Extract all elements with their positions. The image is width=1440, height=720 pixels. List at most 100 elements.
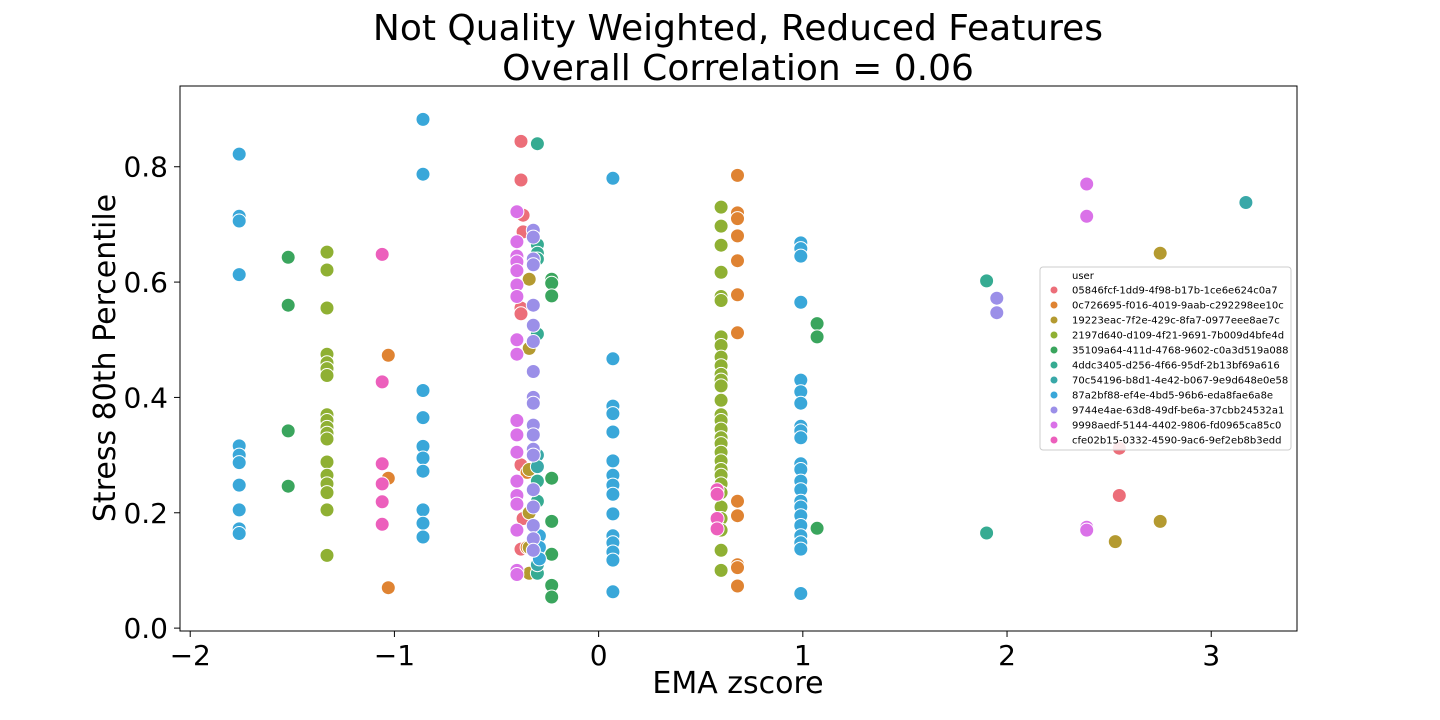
- points-layer: [231, 111, 1254, 605]
- data-point: [525, 482, 541, 498]
- data-point: [374, 494, 390, 510]
- data-point: [231, 213, 247, 229]
- legend-marker: [1050, 361, 1058, 369]
- data-point: [231, 455, 247, 471]
- data-point: [231, 526, 247, 541]
- data-point: [319, 368, 335, 383]
- data-point: [989, 290, 1005, 306]
- data-point: [525, 395, 541, 411]
- legend-item: 2197d640-d109-4f21-9691-7b009d4bfe4d: [1050, 331, 1284, 342]
- legend: user 05846fcf-1dd9-4f98-b17b-1ce6e624c0a…: [1039, 266, 1292, 451]
- data-point: [509, 413, 525, 428]
- x-tick-label: −2: [170, 639, 211, 672]
- data-point: [415, 166, 431, 182]
- data-point: [713, 293, 729, 308]
- y-tick-label: 0.2: [123, 497, 168, 530]
- data-point: [525, 257, 541, 273]
- y-tick-label: 0.0: [123, 612, 168, 645]
- legend-marker: [1050, 316, 1058, 324]
- data-point: [509, 567, 525, 582]
- data-point: [709, 521, 725, 537]
- data-point: [374, 456, 390, 472]
- data-point: [713, 237, 729, 253]
- y-tick-label: 0.6: [123, 266, 168, 299]
- legend-label: 35109a64-411d-4768-9602-c0a3d519a088: [1072, 346, 1288, 357]
- data-point: [525, 334, 541, 349]
- data-point: [380, 347, 396, 363]
- data-point: [415, 502, 431, 518]
- x-tick-label: 2: [998, 639, 1016, 672]
- x-tick-label: 1: [794, 639, 812, 672]
- legend-label: 05846fcf-1dd9-4f98-b17b-1ce6e624c0a7: [1072, 286, 1278, 297]
- data-point: [374, 374, 390, 390]
- data-point: [605, 552, 621, 568]
- data-point: [544, 288, 560, 304]
- data-point: [513, 306, 529, 322]
- data-point: [1079, 208, 1095, 224]
- data-point: [1111, 488, 1127, 503]
- chart-subtitle: Overall Correlation = 0.06: [502, 48, 974, 89]
- data-point: [525, 229, 541, 245]
- data-point: [319, 244, 335, 260]
- legend-item: 35109a64-411d-4768-9602-c0a3d519a088: [1050, 346, 1288, 357]
- data-point: [730, 287, 745, 303]
- legend-label: 0c726695-f016-4019-9aab-c292298ee10c: [1072, 301, 1284, 312]
- data-point: [793, 541, 809, 557]
- legend-item: 87a2bf88-ef4e-4bd5-96b6-eda8fae6a8e: [1050, 391, 1273, 402]
- legend-item: 9744e4ae-63d8-49df-be6a-37cbb24532a1: [1050, 406, 1284, 417]
- legend-title: user: [1072, 271, 1095, 282]
- x-tick-label: −1: [374, 639, 415, 672]
- data-point: [319, 485, 335, 501]
- data-point: [544, 589, 560, 605]
- data-point: [793, 430, 809, 446]
- data-point: [525, 317, 541, 333]
- series-1: [380, 167, 745, 596]
- data-point: [319, 454, 335, 470]
- data-point: [713, 264, 729, 280]
- data-point: [513, 133, 529, 149]
- data-point: [231, 146, 247, 162]
- x-tick-label: 0: [590, 639, 608, 672]
- data-point: [525, 427, 541, 443]
- legend-item: 05846fcf-1dd9-4f98-b17b-1ce6e624c0a7: [1050, 286, 1278, 297]
- legend-marker: [1050, 391, 1058, 399]
- data-point: [525, 499, 541, 515]
- data-point: [730, 211, 745, 227]
- data-point: [544, 275, 560, 291]
- data-point: [544, 513, 560, 529]
- legend-label: 2197d640-d109-4f21-9691-7b009d4bfe4d: [1072, 331, 1284, 342]
- legend-item: 4ddc3405-d256-4f66-95df-2b13bf69a616: [1050, 361, 1280, 372]
- series-10: [374, 246, 725, 537]
- legend-item: 9998aedf-5144-4402-9806-fd0965ca85c0: [1050, 421, 1281, 432]
- legend-marker: [1050, 286, 1058, 294]
- data-point: [415, 529, 431, 545]
- data-point: [380, 580, 396, 596]
- data-point: [605, 506, 621, 522]
- data-point: [280, 478, 296, 494]
- data-point: [605, 424, 621, 440]
- data-point: [809, 316, 825, 332]
- legend-marker: [1050, 346, 1058, 354]
- data-point: [809, 520, 825, 536]
- y-axis-label: Stress 80th Percentile: [88, 194, 123, 522]
- data-point: [1079, 176, 1095, 192]
- data-point: [513, 172, 529, 188]
- data-point: [713, 392, 729, 408]
- data-point: [605, 170, 621, 186]
- data-point: [525, 297, 541, 313]
- data-point: [1238, 195, 1254, 210]
- data-point: [319, 300, 335, 316]
- data-point: [1107, 534, 1123, 550]
- data-point: [979, 525, 995, 541]
- legend-label: cfe02b15-0332-4590-9ac6-9ef2eb8b3edd: [1072, 436, 1281, 447]
- legend-marker: [1050, 406, 1058, 414]
- data-point: [525, 518, 541, 533]
- data-point: [713, 218, 729, 234]
- data-point: [509, 444, 525, 460]
- legend-marker: [1050, 436, 1058, 444]
- legend-label: 70c54196-b8d1-4e42-b067-9e9d648e0e58: [1072, 376, 1288, 387]
- legend-marker: [1050, 376, 1058, 384]
- data-point: [415, 410, 431, 426]
- legend-marker: [1050, 301, 1058, 309]
